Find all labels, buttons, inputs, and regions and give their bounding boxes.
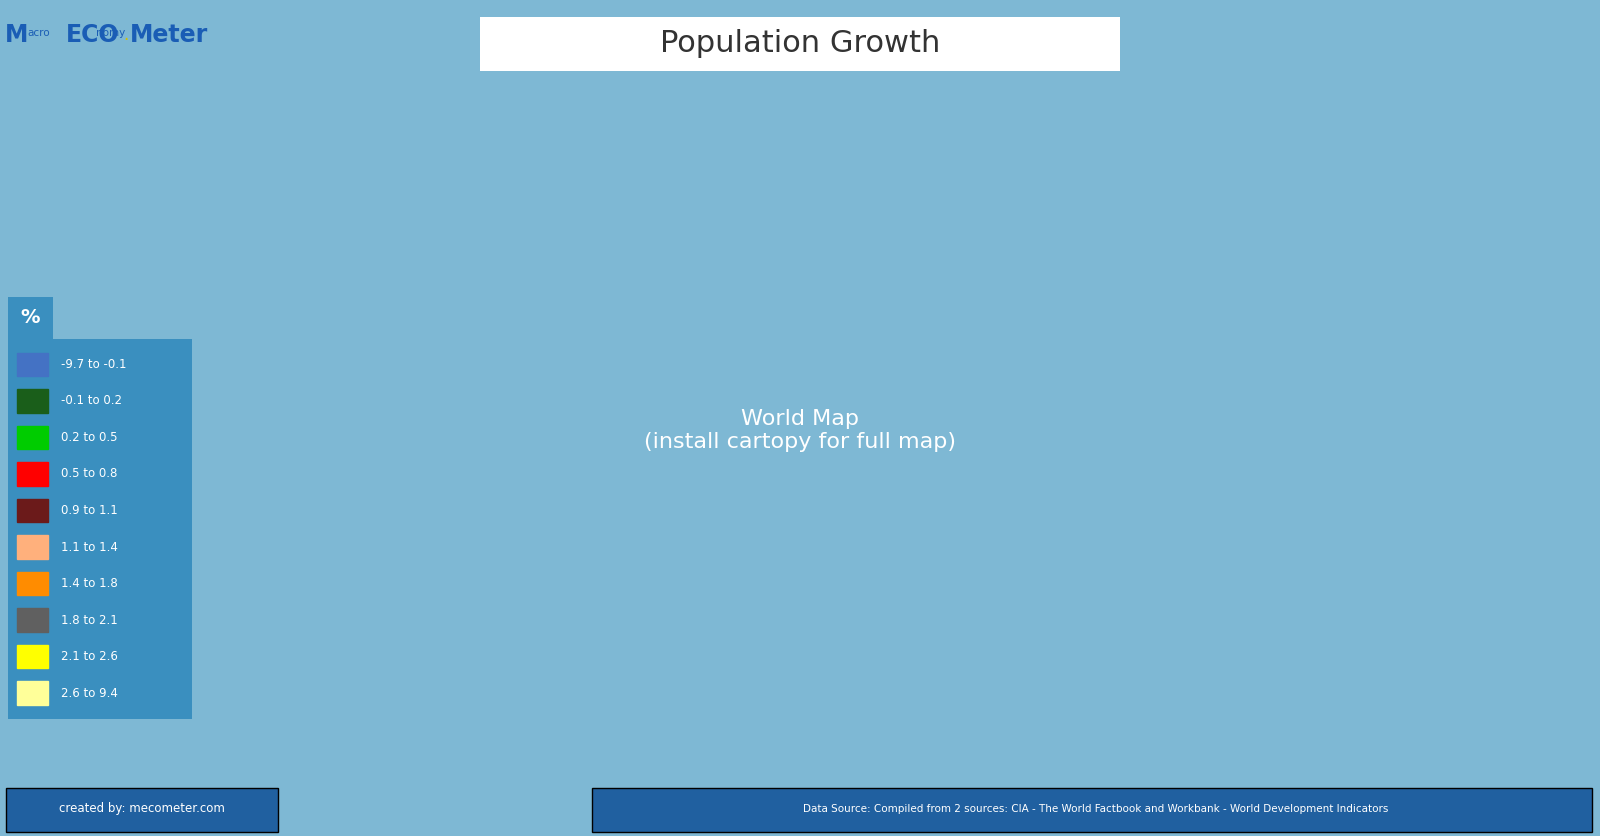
Text: 1.8 to 2.1: 1.8 to 2.1: [61, 614, 118, 626]
Text: Population Growth: Population Growth: [659, 29, 941, 59]
Text: -9.7 to -0.1: -9.7 to -0.1: [61, 358, 126, 371]
Text: 0.2 to 0.5: 0.2 to 0.5: [61, 431, 118, 444]
Text: 2.1 to 2.6: 2.1 to 2.6: [61, 650, 118, 663]
Text: ECO: ECO: [66, 23, 118, 48]
Text: created by: mecometer.com: created by: mecometer.com: [59, 803, 226, 815]
Bar: [18, 609, 48, 632]
Text: World Map
(install cartopy for full map): World Map (install cartopy for full map): [643, 409, 957, 452]
FancyBboxPatch shape: [592, 788, 1592, 832]
Text: Meter: Meter: [130, 23, 208, 48]
Text: M: M: [5, 23, 29, 48]
Text: 1.4 to 1.8: 1.4 to 1.8: [61, 577, 118, 590]
Bar: [18, 498, 48, 522]
Bar: [18, 645, 48, 669]
Text: nomy: nomy: [96, 28, 125, 38]
Bar: [18, 353, 48, 376]
Bar: [18, 462, 48, 486]
Bar: [18, 572, 48, 595]
Bar: [18, 681, 48, 705]
Text: 2.6 to 9.4: 2.6 to 9.4: [61, 686, 118, 700]
Text: 1.1 to 1.4: 1.1 to 1.4: [61, 541, 118, 553]
Text: 0.9 to 1.1: 0.9 to 1.1: [61, 504, 118, 517]
FancyBboxPatch shape: [6, 788, 278, 832]
Bar: [18, 426, 48, 449]
Text: acro: acro: [27, 28, 50, 38]
Text: 0.5 to 0.8: 0.5 to 0.8: [61, 467, 118, 481]
Text: Data Source: Compiled from 2 sources: CIA - The World Factbook and Workbank - Wo: Data Source: Compiled from 2 sources: CI…: [803, 804, 1389, 813]
Text: .: .: [123, 26, 128, 44]
Text: -0.1 to 0.2: -0.1 to 0.2: [61, 395, 122, 407]
Bar: [18, 389, 48, 413]
Text: %: %: [21, 308, 40, 327]
Bar: [18, 535, 48, 559]
